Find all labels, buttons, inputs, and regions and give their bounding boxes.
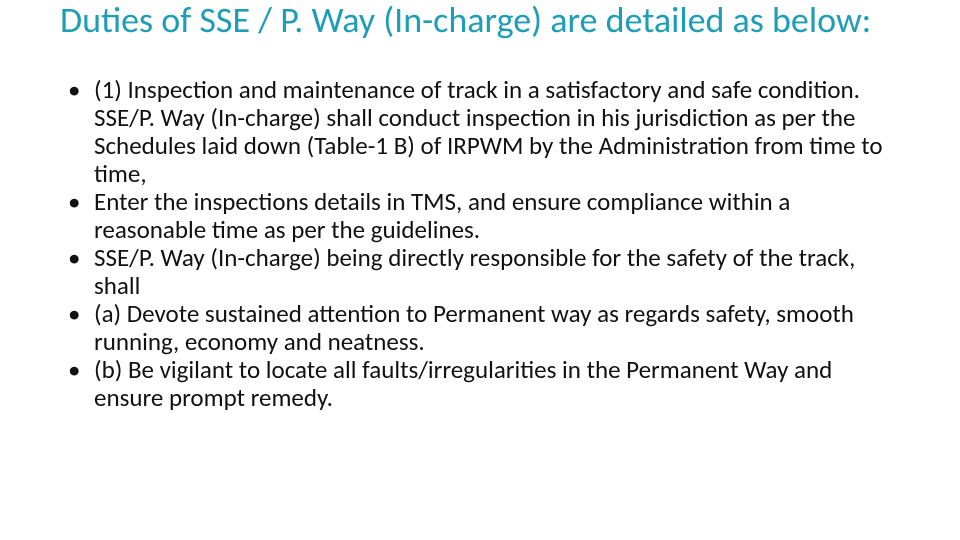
slide-body: (1) Inspection and maintenance of track … bbox=[60, 76, 900, 412]
bullet-item: (1) Inspection and maintenance of track … bbox=[60, 76, 900, 188]
slide: Duties of SSE / P. Way (In-charge) are d… bbox=[0, 0, 960, 540]
bullet-item: (a) Devote sustained attention to Perman… bbox=[60, 300, 900, 356]
slide-title: Duties of SSE / P. Way (In-charge) are d… bbox=[60, 0, 900, 40]
bullet-item: (b) Be vigilant to locate all faults/irr… bbox=[60, 356, 900, 412]
bullet-item: Enter the inspections details in TMS, an… bbox=[60, 188, 900, 244]
bullet-item: SSE/P. Way (In-charge) being directly re… bbox=[60, 244, 900, 300]
